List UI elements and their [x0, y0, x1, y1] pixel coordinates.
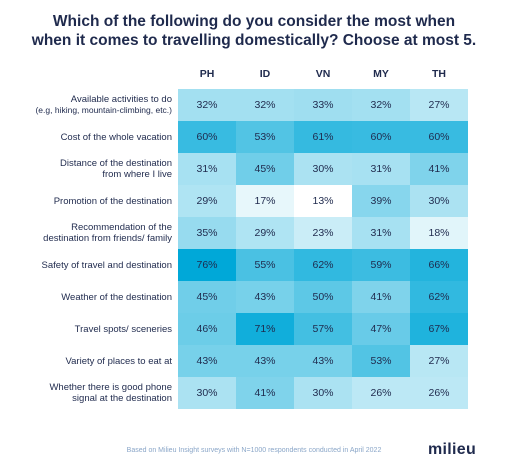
heatmap-cell: 71%	[236, 313, 294, 345]
column-header-id: ID	[259, 68, 271, 80]
heatmap-cell: 41%	[236, 377, 294, 409]
row-label-text: Travel spots/ sceneries	[74, 323, 172, 335]
row-label-text: Promotion of the destination	[53, 195, 172, 207]
heatmap-cell: 31%	[352, 217, 410, 249]
milieu-logo: milieu	[428, 441, 477, 458]
heatmap-cell: 50%	[294, 281, 352, 313]
chart-title: Which of the following do you consider t…	[0, 12, 508, 50]
column-header-my: MY	[373, 68, 389, 80]
heatmap-cell: 66%	[410, 249, 468, 281]
heatmap-cell: 17%	[236, 185, 294, 217]
heatmap-cell: 59%	[352, 249, 410, 281]
heatmap-cell: 43%	[236, 345, 294, 377]
row-label: Safety of travel and destination	[0, 249, 172, 281]
title-line-1: Which of the following do you consider t…	[52, 13, 456, 30]
row-label: Cost of the whole vacation	[0, 121, 172, 153]
heatmap-cell: 43%	[236, 281, 294, 313]
heatmap-cell: 60%	[410, 121, 468, 153]
row-label-text: Cost of the whole vacation	[60, 131, 172, 143]
heatmap-cell: 41%	[352, 281, 410, 313]
title-line-2: when it comes to travelling domestically…	[31, 32, 477, 49]
row-label-text: Recommendation of the	[71, 222, 172, 233]
heatmap-cell: 31%	[352, 153, 410, 185]
row-label: Variety of places to eat at	[0, 345, 173, 377]
row-label: Promotion of the destination	[0, 185, 172, 217]
heatmap-cell: 43%	[178, 345, 236, 377]
row-sublabel-text: (e.g, hiking, mountain-climbing, etc.)	[35, 105, 172, 115]
heatmap-cell: 27%	[410, 89, 468, 121]
heatmap-cell: 47%	[352, 313, 410, 345]
heatmap-cell: 53%	[236, 121, 294, 153]
heatmap-cell: 30%	[294, 377, 352, 409]
row-label-text: Whether there is good phone	[49, 382, 172, 393]
heatmap-cell: 32%	[352, 89, 410, 121]
heatmap-cell: 26%	[352, 377, 410, 409]
heatmap-cell: 30%	[294, 153, 352, 185]
heatmap-cell: 32%	[178, 89, 236, 121]
heatmap-cell: 18%	[410, 217, 468, 249]
heatmap-cell: 43%	[294, 345, 352, 377]
heatmap-cell: 55%	[236, 249, 294, 281]
row-sublabel-text: signal at the destination	[72, 393, 172, 404]
heatmap-cell: 45%	[236, 153, 294, 185]
column-header-ph: PH	[199, 68, 215, 80]
heatmap-cell: 13%	[294, 185, 352, 217]
row-label-text: Available activities to do	[70, 94, 172, 105]
column-header-vn: VN	[315, 68, 331, 80]
row-label-text: Distance of the destination	[60, 158, 172, 169]
column-header-th: TH	[432, 68, 446, 80]
heatmap-cell: 32%	[236, 89, 294, 121]
heatmap-cell: 62%	[294, 249, 352, 281]
row-label: Weather of the destination	[0, 281, 172, 313]
heatmap-cell: 30%	[410, 185, 468, 217]
row-label: Whether there is good phone signal at the…	[0, 377, 172, 409]
heatmap-cell: 33%	[294, 89, 352, 121]
row-label: Available activities to do (e.g, hiking, …	[0, 89, 172, 121]
heatmap-cell: 41%	[410, 153, 468, 185]
row-label: Recommendation of the destination from fr…	[0, 217, 172, 249]
heatmap-cell: 53%	[352, 345, 410, 377]
heatmap-cell: 60%	[178, 121, 236, 153]
heatmap-cell: 23%	[294, 217, 352, 249]
heatmap-cell: 76%	[178, 249, 236, 281]
footnote: Based on Milieu Insight surveys with N=1…	[126, 447, 382, 454]
heatmap-cell: 45%	[178, 281, 236, 313]
row-label: Travel spots/ sceneries	[0, 313, 172, 345]
heatmap-cell: 46%	[178, 313, 236, 345]
heatmap-cell: 26%	[410, 377, 468, 409]
heatmap-cell: 67%	[410, 313, 468, 345]
row-label-text: Weather of the destination	[61, 291, 172, 303]
heatmap-cell: 62%	[410, 281, 468, 313]
heatmap-cell: 61%	[294, 121, 352, 153]
row-label-text: Safety of travel and destination	[41, 259, 172, 271]
row-label-text: Variety of places to eat at	[65, 355, 173, 367]
heatmap-cell: 39%	[352, 185, 410, 217]
heatmap-cell: 29%	[178, 185, 236, 217]
heatmap-cell: 57%	[294, 313, 352, 345]
heatmap-cell: 27%	[410, 345, 468, 377]
row-sublabel-text: destination from friends/ family	[43, 233, 172, 244]
heatmap-cell: 31%	[178, 153, 236, 185]
heatmap-cell: 60%	[352, 121, 410, 153]
row-label: Distance of the destination from where I …	[0, 153, 172, 185]
heatmap-cell: 29%	[236, 217, 294, 249]
row-sublabel-text: from where I live	[102, 169, 172, 180]
heatmap-cell: 35%	[178, 217, 236, 249]
heatmap-cell: 30%	[178, 377, 236, 409]
